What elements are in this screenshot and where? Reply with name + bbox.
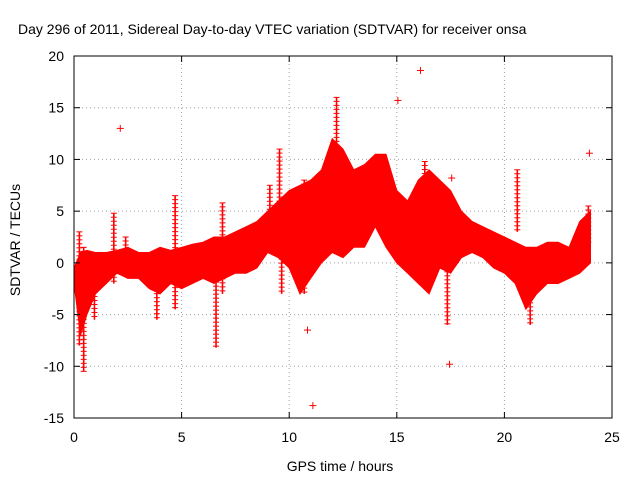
outlier-point — [446, 360, 454, 368]
spike-mark — [444, 231, 451, 325]
spike-mark — [527, 262, 534, 325]
outlier-point — [585, 149, 593, 157]
y-tick-label: 20 — [48, 48, 64, 64]
y-tick-label: -15 — [44, 410, 64, 426]
x-tick-label: 0 — [70, 429, 78, 445]
spike-mark — [213, 241, 220, 348]
outlier-point — [394, 96, 402, 104]
y-tick-label: 10 — [48, 151, 64, 167]
spike-mark — [266, 184, 273, 248]
y-tick-label: 0 — [56, 255, 64, 271]
outlier-point — [309, 402, 317, 410]
spike-mark — [91, 252, 98, 320]
spike-mark — [421, 160, 428, 289]
x-tick-label: 5 — [178, 429, 186, 445]
axis-ticks: 0 5 10 15 20 25 -15 -10 -5 0 5 10 15 20 — [44, 48, 620, 445]
outlier-point — [116, 124, 124, 132]
spike-mark — [110, 212, 117, 284]
data-layer — [73, 66, 593, 410]
y-tick-label: 5 — [56, 203, 64, 219]
sdtvar-band-series — [73, 137, 591, 336]
y-tick-label: 15 — [48, 100, 64, 116]
x-tick-label: 20 — [497, 429, 513, 445]
spike-mark — [278, 210, 285, 294]
outlier-series — [116, 66, 593, 410]
spike-mark — [122, 236, 129, 274]
spike-mark — [585, 205, 592, 243]
outlier-point — [416, 66, 424, 74]
spike-series — [76, 96, 592, 372]
spike-mark — [153, 257, 160, 320]
spike-mark — [301, 179, 308, 294]
chart-title: Day 296 of 2011, Sidereal Day-to-day VTE… — [18, 21, 527, 37]
outlier-point — [448, 174, 456, 182]
spike-mark — [514, 169, 521, 232]
spike-mark — [76, 231, 83, 346]
plot-frame — [73, 55, 613, 419]
x-axis-label: GPS time / hours — [287, 458, 394, 474]
y-axis-label: SDTVAR / TECUs — [7, 184, 23, 296]
y-tick-label: -10 — [44, 358, 64, 374]
spike-mark — [219, 202, 226, 294]
spike-mark — [80, 246, 87, 372]
x-tick-label: 25 — [604, 429, 620, 445]
outlier-point — [303, 326, 311, 334]
x-tick-label: 10 — [281, 429, 297, 445]
y-tick-label: -5 — [52, 307, 65, 323]
x-tick-label: 15 — [389, 429, 405, 445]
spike-mark — [172, 195, 179, 310]
spike-mark — [333, 96, 340, 232]
